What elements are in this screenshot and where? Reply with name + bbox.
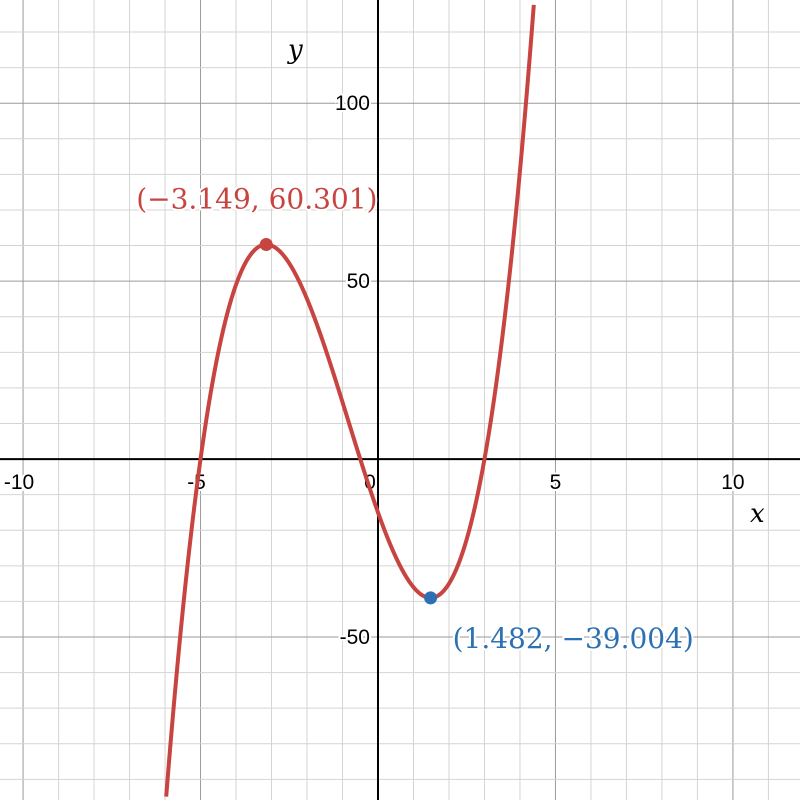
y-axis-label: y <box>287 35 303 65</box>
point-marker <box>424 591 438 605</box>
x-tick-label: -10 <box>4 471 34 494</box>
x-axis-label: x <box>750 499 765 529</box>
y-tick-label: 100 <box>335 92 370 115</box>
x-tick-label: 10 <box>721 471 744 494</box>
point-label: (1.482, −39.004) <box>453 622 694 655</box>
y-tick-label: 50 <box>347 270 370 293</box>
point-marker <box>259 237 273 251</box>
point-label: (−3.149, 60.301) <box>136 182 377 215</box>
points: (−3.149, 60.301) (1.482, −39.004) <box>134 180 696 656</box>
x-tick-label: 5 <box>550 471 562 494</box>
cubic-curve[interactable] <box>164 4 536 797</box>
y-tick-label: -50 <box>340 626 370 649</box>
